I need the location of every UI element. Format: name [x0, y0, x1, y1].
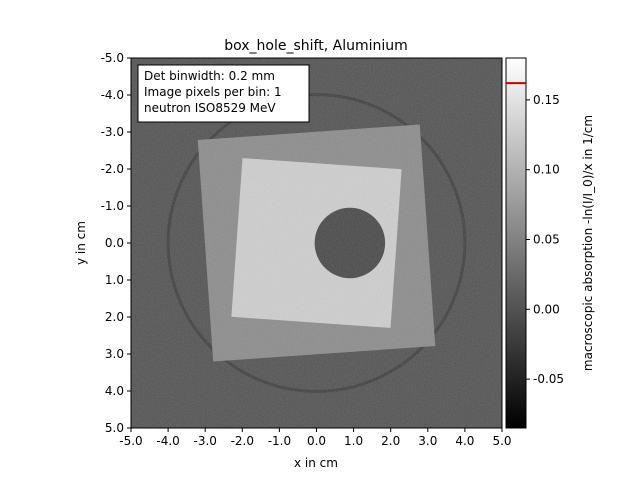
image-area — [131, 58, 502, 428]
annotation-box: Det binwidth: 0.2 mm Image pixels per bi… — [137, 64, 310, 123]
y-tick-label: 3.0 — [105, 347, 124, 361]
annotation-line-3: neutron ISO8529 MeV — [144, 101, 276, 115]
y-tick-label: -3.0 — [101, 125, 124, 139]
chart-title: box_hole_shift, Aluminium — [224, 38, 408, 54]
colorbar-ticks: -0.05 0.00 0.05 0.10 0.15 — [526, 93, 564, 386]
x-tick-label: -3.0 — [193, 434, 216, 448]
x-tick-label: 5.0 — [492, 434, 511, 448]
colorbar-tick-label: 0.15 — [533, 93, 560, 107]
annotation-line-1: Det binwidth: 0.2 mm — [144, 69, 275, 83]
colorbar-tick-label: 0.10 — [533, 163, 560, 177]
y-tick-label: 0.0 — [105, 236, 124, 250]
x-axis-label: x in cm — [294, 456, 338, 470]
colorbar-tick-label: 0.00 — [533, 302, 560, 316]
y-axis-ticks: -5.0 -4.0 -3.0 -2.0 -1.0 0.0 1.0 2.0 3.0 4.0 5.0 — [101, 51, 131, 435]
colorbar-gradient — [505, 57, 527, 429]
x-tick-label: 1.0 — [344, 434, 363, 448]
y-tick-label: -1.0 — [101, 199, 124, 213]
x-tick-label: 3.0 — [418, 434, 437, 448]
annotation-frame — [137, 64, 310, 123]
y-tick-label: 4.0 — [105, 384, 124, 398]
x-tick-label: 0.0 — [307, 434, 326, 448]
x-tick-label: -1.0 — [268, 434, 291, 448]
y-tick-label: 5.0 — [105, 421, 124, 435]
y-tick-label: -4.0 — [101, 88, 124, 102]
y-tick-label: -2.0 — [101, 162, 124, 176]
y-axis-label: y in cm — [74, 221, 88, 265]
colorbar: -0.05 0.00 0.05 0.10 0.15 macroscopic absorp… — [505, 57, 595, 429]
colorbar-tick-label: 0.05 — [533, 233, 560, 247]
x-tick-label: -2.0 — [231, 434, 254, 448]
y-tick-label: 1.0 — [105, 273, 124, 287]
y-tick-label: -5.0 — [101, 51, 124, 65]
x-tick-label: 4.0 — [455, 434, 474, 448]
annotation-line-2: Image pixels per bin: 1 — [144, 85, 282, 99]
x-tick-label: -4.0 — [156, 434, 179, 448]
x-tick-label: 2.0 — [381, 434, 400, 448]
colorbar-tick-label: -0.05 — [533, 372, 564, 386]
y-tick-label: 2.0 — [105, 310, 124, 324]
x-tick-label: -5.0 — [119, 434, 142, 448]
x-axis-ticks: -5.0 -4.0 -3.0 -2.0 -1.0 0.0 1.0 2.0 3.0 4.0 5.0 — [119, 428, 512, 448]
colorbar-label: macroscopic absorption -ln(I/I_0)/x in 1… — [581, 115, 595, 371]
